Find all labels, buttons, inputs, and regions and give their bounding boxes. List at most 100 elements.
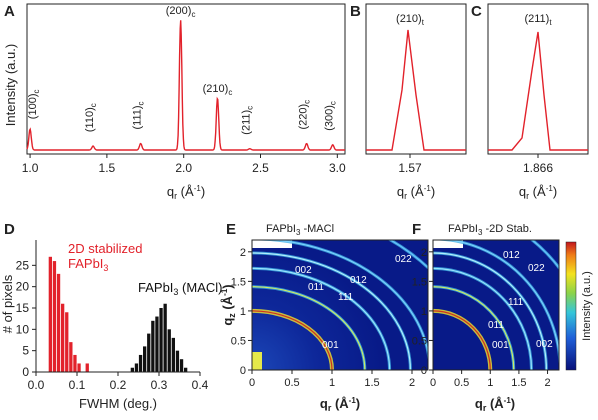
panel-a-xtick-label: 3.0 — [329, 161, 346, 175]
panel-d-bar — [69, 342, 73, 372]
panel-e-ring-core — [252, 310, 333, 370]
panel-e-xtick-label: 0 — [249, 377, 255, 389]
panel-e-xtick-label: 0.5 — [284, 377, 299, 389]
panel-f-missing-wedge — [433, 240, 463, 248]
panel-a-peak-label: (100)c — [27, 90, 41, 120]
panel-b-peak-label: (210)t — [396, 13, 425, 27]
panel-f-xtick-label: 1 — [487, 377, 493, 389]
panel-e-ring-core — [252, 286, 366, 370]
panel-b-peak-curve — [366, 29, 466, 151]
panel-f-xtick-label: 1.5 — [511, 377, 526, 389]
panel-letter-a: A — [4, 3, 15, 20]
panel-d-ticks: 0.0 0.1 0.2 0.3 0.4 0 5 10 15 20 25 — [16, 258, 209, 392]
colorbar-label: Intensity (a.u.) — [581, 271, 593, 341]
panel-f-ring-label: 012 — [503, 250, 520, 261]
panel-a-peak-label: (110)c — [84, 103, 98, 132]
panel-c-frame — [487, 3, 589, 155]
panel-f-xtick-label: 0.5 — [454, 377, 469, 389]
panel-e-frame — [251, 239, 429, 371]
panel-f-ring-core — [444, 240, 559, 359]
panel-f-ring-core — [433, 267, 533, 370]
panel-a-xlabel: qr (Å-1) — [167, 184, 205, 201]
panel-d-bar — [61, 303, 65, 372]
panel-d-xtick-label: 0.2 — [110, 378, 127, 392]
panel-letter-c: C — [471, 3, 482, 20]
panel-f-ring-core — [433, 310, 491, 370]
panel-e-ring-core — [267, 240, 428, 357]
panel-e-heatmap: 001 011 111 002 012 022 — [252, 240, 428, 370]
panel-f-ring-label: 011 — [488, 320, 504, 331]
panel-e-ring-core — [252, 267, 391, 370]
panel-a-xtick-label: 1.5 — [99, 161, 116, 175]
panel-e-xtick-label: 2 — [409, 377, 415, 389]
panel-e-ring-core — [389, 240, 428, 269]
panel-f-ring-label: 022 — [528, 263, 545, 274]
panel-f-xtick-label: 0 — [430, 377, 436, 389]
panel-f-ytick-label: 0 — [421, 365, 427, 377]
panel-b-xlabel: qr (Å-1) — [397, 184, 435, 201]
panel-d-bar — [130, 367, 134, 372]
panel-b-frame — [365, 3, 467, 155]
panel-a-peak-labels: (100)c (110)c (111)c (200)c (210)c (211)c (220… — [27, 5, 338, 135]
panel-f-xlabel: qr (Å-1) — [475, 396, 515, 413]
panel-f-ytick-label: 1.5 — [412, 276, 427, 288]
panel-e-ring-core — [252, 252, 411, 370]
panel-d-xtick-label: 0.4 — [192, 378, 209, 392]
panel-d-xtick-label: 0.3 — [151, 378, 168, 392]
panel-d-bar — [163, 303, 167, 372]
panel-d-xtick-label: 0.1 — [69, 378, 86, 392]
panel-f-ring-label: 111 — [508, 297, 524, 308]
panel-d-bar — [134, 363, 139, 372]
panel-a-peak-label: (210)c — [203, 83, 233, 97]
panel-a-frame — [26, 3, 346, 155]
panel-a-ylabel: Intensity (a.u.) — [3, 44, 18, 126]
panel-d-bar — [175, 350, 180, 372]
panel-d-ylabel: # of pixels — [0, 274, 15, 333]
panel-letter-f: F — [412, 221, 421, 238]
panel-letter-e: E — [226, 221, 236, 238]
panel-e-beamstop-spot — [252, 352, 262, 370]
panel-a-xtick-label: 2.0 — [175, 161, 192, 175]
panel-e-ytick-label: 1.5 — [231, 276, 246, 288]
panel-d-bar — [171, 337, 175, 372]
panel-c-peak-curve — [488, 31, 588, 151]
panel-a-peak-label: (300)c — [324, 101, 338, 131]
panel-d-bar — [65, 312, 69, 372]
panel-f-ytick-label: 2 — [421, 247, 427, 259]
panel-d-bar — [159, 308, 163, 372]
panel-a-peak-label: (211)c — [241, 106, 255, 135]
panel-a-peak-label: (220)c — [298, 100, 312, 130]
panel-f-frame — [432, 239, 560, 371]
panel-e-ytick-label: 1 — [240, 306, 246, 318]
panel-d-bar — [151, 320, 155, 372]
panel-d-bar — [155, 316, 159, 372]
panel-a-xtick-label: 1.0 — [22, 161, 39, 175]
panel-f-heatmap: 001 011 111 002 012 022 — [433, 240, 559, 370]
panel-e-xtick-label: 1.5 — [364, 377, 379, 389]
panel-e-ytick-label: 0 — [240, 365, 246, 377]
panel-d-ytick-label: 15 — [16, 301, 30, 315]
panel-d-ytick-label: 20 — [16, 280, 30, 294]
panel-f-ytick-label: 1 — [421, 306, 427, 318]
panel-d-xtick-label: 0.0 — [28, 378, 45, 392]
panel-e-title: FAPbI3 -MACl — [266, 223, 334, 237]
panel-e-ring-label: 001 — [322, 340, 339, 351]
panel-d-bar — [167, 329, 171, 372]
panel-e-xlabel: qr (Å-1) — [320, 396, 360, 413]
panel-d-bar — [179, 359, 184, 372]
panel-f-ring-core — [433, 252, 547, 370]
panel-e-ylabel: qz (Å-1) — [220, 284, 237, 325]
panel-c-xlabel: qr (Å-1) — [519, 184, 557, 201]
panel-letter-d: D — [4, 221, 15, 238]
panel-d-ytick-label: 10 — [16, 322, 30, 336]
panel-e-ticks: 0 0.5 1 1.5 2 0 0.5 1 1.5 2 — [231, 247, 415, 389]
panel-e-ring-label: 111 — [338, 292, 354, 303]
panel-e-xtick-label: 1 — [329, 377, 335, 389]
panel-e-ring-label: 011 — [308, 282, 324, 293]
panel-a-xticks: 1.0 1.5 2.0 2.5 3.0 — [22, 154, 346, 175]
panel-d-histogram-bars — [48, 256, 188, 372]
panel-c-tick-label: 1.866 — [523, 161, 553, 175]
panel-d-bar — [52, 261, 57, 372]
panel-d-bar — [56, 273, 61, 372]
